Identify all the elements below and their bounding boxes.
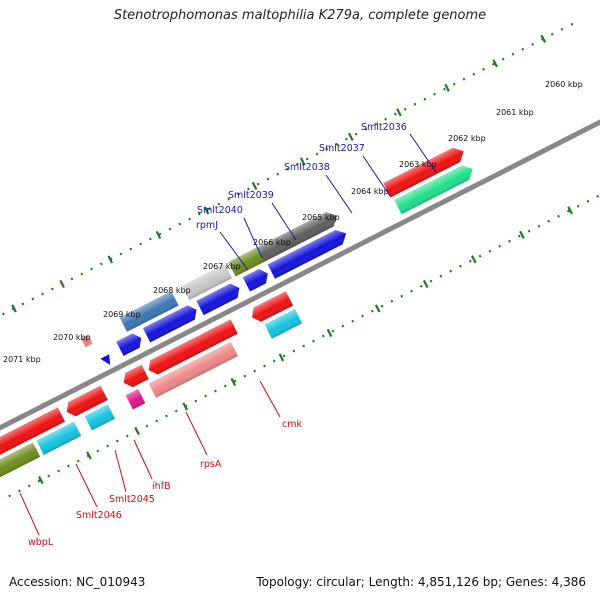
reverse-gene-labels: cmk rpsA ihfB Smlt2045 Smlt2046 wbpL [28,419,302,548]
label-wbpl: wbpL [28,537,54,548]
inner-major-tick [278,353,285,362]
gene-forward-inner-7[interactable] [394,162,476,215]
tick-label-2067: 2067 kbp [203,262,241,271]
outer-major-tick [107,255,114,264]
gene-reverse-inner-2[interactable] [36,421,82,455]
inner-major-tick [519,230,525,239]
inner-major-tick [230,377,237,387]
genome-title: Stenotrophomonas maltophilia K279a, comp… [113,8,487,23]
accession-text: Accession: NC_010943 [9,575,146,589]
label-smlt2046: Smlt2046 [76,510,122,521]
inner-major-tick [86,451,92,460]
tick-label-2061: 2061 kbp [496,108,534,117]
label-smlt2039: Smlt2039 [228,190,274,201]
inner-major-tick [38,475,44,485]
outer-major-tick [299,157,306,166]
outer-major-tick [203,206,210,215]
forward-gene-labels: Smlt2036 Smlt2037 Smlt2038 Smlt2039 Smlt… [196,122,407,231]
reverse-label-leaders [19,380,281,536]
topology-text: Topology: circular; Length: 4,851,126 bp… [256,575,586,589]
gene-reverse-outer-2[interactable] [0,407,65,460]
outer-major-tick [59,279,65,289]
forward-label-leaders [219,133,437,271]
gene-forward-outer-2[interactable] [228,247,265,277]
label-smlt2037: Smlt2037 [319,143,365,154]
genome-backbone [0,100,600,450]
outer-major-tick [444,83,450,92]
tick-label-2068: 2068 kbp [153,286,191,295]
tick-label-2066: 2066 kbp [253,238,291,247]
tick-label-2060: 2060 kbp [545,80,583,89]
gene-forward-outer-4[interactable] [119,291,179,332]
label-cmk: cmk [282,419,302,430]
gene-reverse-outer-4[interactable] [120,364,149,390]
label-rpsa: rpsA [200,459,222,470]
gene-reverse-outer-6[interactable] [248,291,294,324]
label-rpmj: rpmJ [196,220,218,231]
tick-label-2071: 2071 kbp [3,355,41,364]
inner-major-tick [374,304,381,313]
gene-forward-inner-6[interactable] [100,354,113,367]
gene-forward-outer-3[interactable] [182,263,233,300]
label-smlt2036: Smlt2036 [361,122,407,133]
gene-reverse-inner-4[interactable] [125,388,146,410]
gene-forward-inner-2[interactable] [242,266,272,292]
gene-forward-inner-5[interactable] [116,331,145,356]
tick-labels: 2060 kbp 2061 kbp 2062 kbp 2063 kbp 2064… [3,80,583,364]
tick-label-2070: 2070 kbp [53,333,91,342]
gene-forward-outer-6[interactable] [383,144,467,198]
gene-reverse-inner-3[interactable] [0,442,41,483]
gene-forward-inner-1[interactable] [267,226,350,279]
label-smlt2045: Smlt2045 [109,494,155,505]
outer-major-tick [348,132,354,141]
tick-label-2069: 2069 kbp [103,310,141,319]
gene-forward-outer-5[interactable] [80,334,93,348]
outer-major-tick [155,230,162,239]
label-smlt2040: Smlt2040 [197,205,243,216]
outer-major-tick [492,59,498,68]
label-smlt2038: Smlt2038 [284,162,330,173]
gene-forward-inner-3[interactable] [196,281,242,316]
gene-reverse-inner-6[interactable] [264,309,303,339]
gene-reverse-inner-5[interactable] [148,341,239,398]
tick-label-2064: 2064 kbp [351,187,389,196]
tick-label-2065: 2065 kbp [302,213,340,222]
outer-major-tick [396,108,402,117]
inner-major-tick [471,255,477,264]
inner-major-tick [134,426,140,436]
outer-major-tick [251,181,258,190]
outer-major-tick [540,34,547,43]
gene-forward-inner-4[interactable] [142,303,200,343]
gene-reverse-inner-1[interactable] [84,404,116,431]
outer-major-tick [11,304,17,313]
inner-major-tick [326,328,333,337]
label-ihfb: ihfB [152,481,171,492]
tick-label-2063: 2063 kbp [399,160,437,169]
inner-major-tick [182,402,188,411]
inner-major-tick [422,279,429,288]
tick-label-2062: 2062 kbp [448,134,486,143]
inner-major-tick [567,206,573,215]
gene-reverse-outer-5[interactable] [145,319,238,377]
gene-reverse-outer-1[interactable] [63,385,108,419]
